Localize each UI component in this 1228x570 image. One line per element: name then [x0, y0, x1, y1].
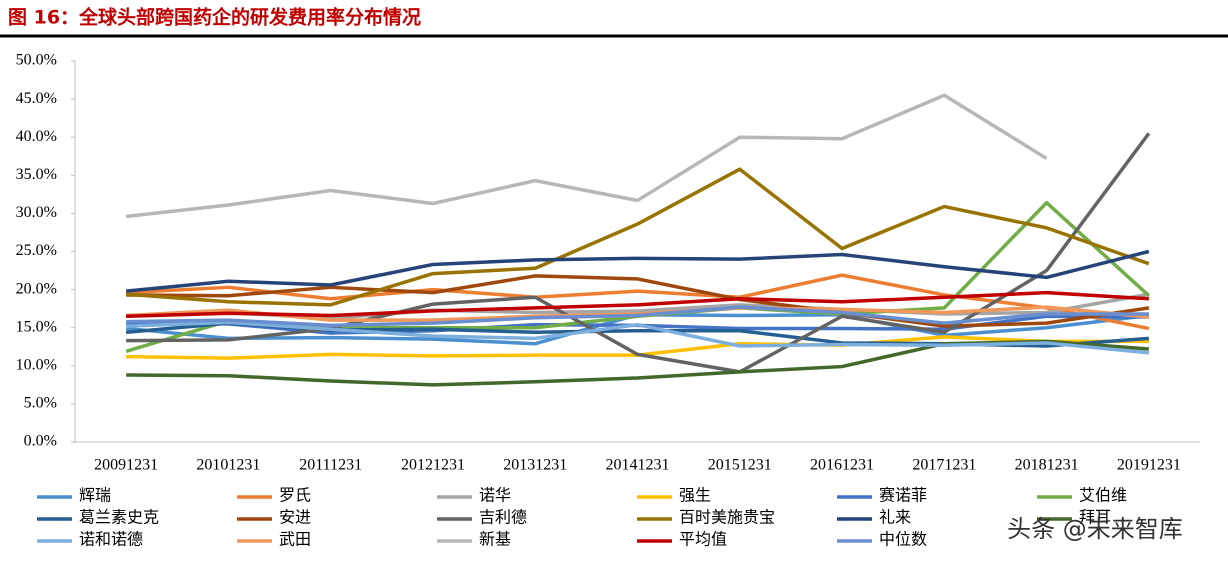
y-tick-label: 20.0%: [16, 280, 57, 297]
series-line: [126, 273, 1150, 331]
series-line: [126, 132, 1151, 374]
series-line: [126, 305, 1149, 328]
legend-label: 艾伯维: [1079, 487, 1127, 505]
legend-label: 诺华: [479, 487, 511, 505]
x-tick-label: 20121231: [401, 457, 465, 474]
series-line: [126, 290, 1149, 319]
legend-label: 礼来: [879, 509, 911, 527]
series-line: [125, 93, 1048, 219]
series-line: [126, 339, 1149, 387]
y-tick-label: 30.0%: [16, 204, 57, 221]
x-tick-label: 20191231: [1117, 457, 1181, 474]
y-tick-label: 0.0%: [24, 433, 57, 450]
y-tick-label: 5.0%: [24, 395, 57, 412]
chart-title: 图 16：全球头部跨国药企的研发费用率分布情况: [8, 6, 421, 29]
y-tick-label: 50.0%: [16, 52, 57, 69]
x-tick-label: 20131231: [503, 457, 567, 474]
series-line: [126, 167, 1150, 307]
x-tick-label: 20091231: [94, 457, 158, 474]
legend-label: 罗氏: [279, 487, 311, 505]
legend-label: 诺和诺德: [79, 531, 143, 549]
series-line: [126, 274, 1150, 328]
y-tick-label: 15.0%: [16, 318, 57, 335]
legend-label: 强生: [679, 487, 711, 505]
legend-label: 百时美施贵宝: [679, 509, 775, 527]
legend-label: 武田: [279, 531, 311, 549]
legend-label: 葛兰素史克: [79, 509, 159, 527]
x-tick-label: 20111231: [299, 457, 362, 474]
legend-label: 平均值: [679, 531, 727, 549]
x-tick-label: 20141231: [606, 457, 670, 474]
x-tick-label: 20171231: [912, 457, 976, 474]
y-tick-label: 25.0%: [16, 242, 57, 259]
x-tick-label: 20161231: [810, 457, 874, 474]
legend-label: 拜耳: [1079, 509, 1111, 527]
legend-label: 辉瑞: [79, 487, 111, 505]
x-tick-label: 20181231: [1015, 457, 1079, 474]
legend-label: 中位数: [879, 531, 927, 549]
y-tick-label: 35.0%: [16, 166, 57, 183]
series-line: [126, 320, 1150, 355]
x-tick-label: 20101231: [196, 457, 260, 474]
legend-label: 赛诺菲: [879, 486, 927, 505]
y-tick-label: 45.0%: [16, 90, 57, 107]
legend-label: 新基: [479, 531, 511, 549]
y-tick-label: 10.0%: [16, 356, 57, 373]
legend-label: 安进: [279, 509, 311, 527]
watermark: 头条 @未来智库: [1007, 515, 1183, 543]
y-tick-label: 40.0%: [16, 128, 57, 145]
legend-label: 吉利德: [479, 509, 527, 527]
series-line: [125, 249, 1150, 293]
x-tick-label: 20151231: [708, 457, 772, 474]
